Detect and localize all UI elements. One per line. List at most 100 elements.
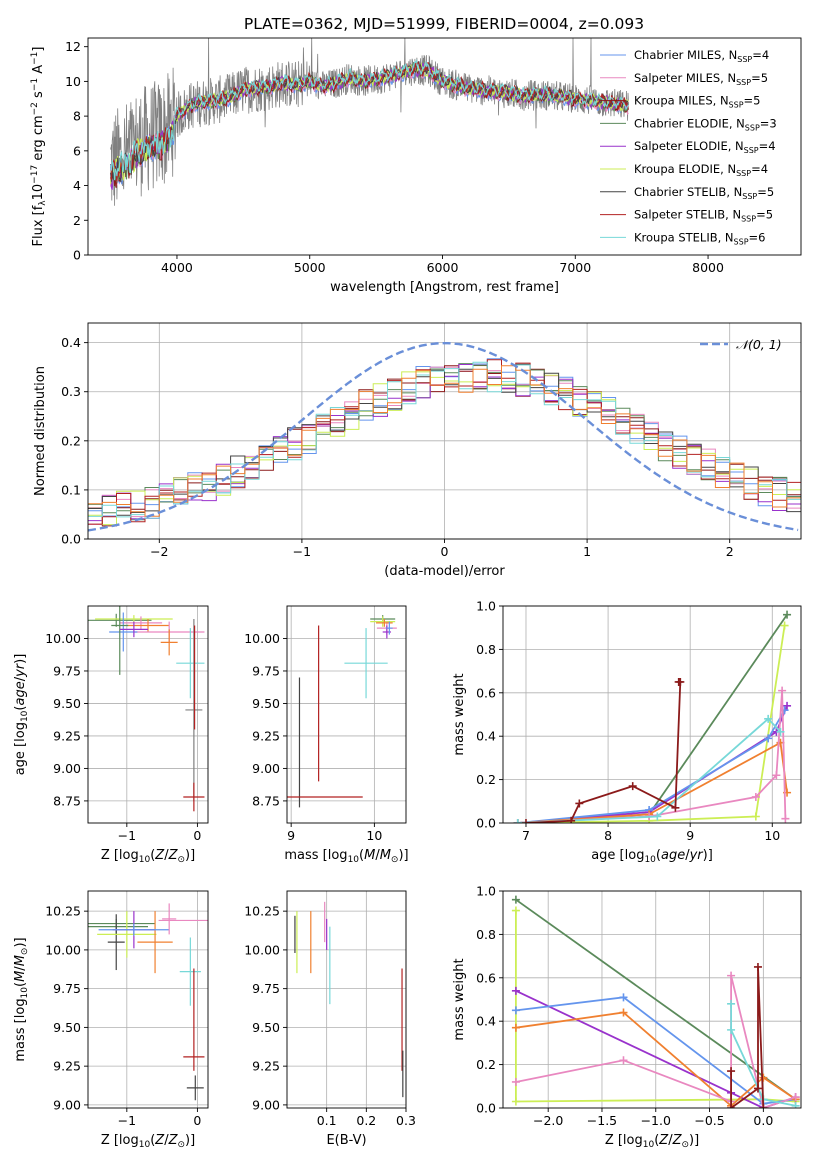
x-tick-label: 0.1 [317,1113,337,1128]
x-tick-label: 10 [764,828,780,843]
plot-mass_vs_Z: −1 0 9.00 9.25 9.50 9.75 10.00 10.25 Z [log10(Z/… [13,890,209,1150]
y-tick-label: 0.8 [476,927,496,942]
data-point [160,629,178,656]
weight-marker [521,819,530,823]
weight-marker [671,803,680,812]
x-axis-label: E(B-V) [326,1133,366,1148]
x-tick-label: 9 [287,828,295,843]
weight-series [521,677,685,823]
axes-frame [502,605,802,824]
x-tick-label: 0 [193,1113,201,1128]
y-tick-label: 9.25 [53,728,81,743]
x-tick-label: −1.0 [641,1113,671,1128]
x-tick-label: 0 [441,544,449,559]
y-tick-label: 2 [73,213,81,228]
x-tick-label: 0.2 [356,1113,376,1128]
plot-weight_vs_age: 7 8 9 10 0.0 0.2 0.4 0.6 0.8 1.0 age [log10(age/yr… [452,599,802,865]
weight-line [517,705,788,823]
x-axis-label: wavelength [Angstrom, rest frame] [330,280,559,295]
legend-label: Kroupa ELODIE, NSSP=4 [634,162,768,178]
x-tick-label: 8 [604,828,612,843]
data-point [126,618,170,632]
y-tick-label: 10.00 [45,631,81,646]
weight-marker [513,819,522,823]
figure-title: PLATE=0362, MJD=51999, FIBERID=0004, z=0… [244,15,644,33]
y-axis-label: Flux [fλ10−17 erg cm−2 s−1 A−1] [30,47,48,247]
plot-area [88,342,801,532]
y-tick-label: 6 [73,143,81,158]
y-tick-label: 9.50 [53,696,81,711]
y-tick-label: 12 [65,39,81,54]
axes-frame [286,890,407,1109]
weight-line [515,898,797,1101]
weight-marker [511,1023,520,1032]
plot-age_vs_mass: 9 10 8.75 9.00 9.25 9.50 9.75 10.00 mass [log10(… [244,605,409,865]
y-tick-label: 10.25 [45,904,81,919]
residual-histogram [88,365,801,517]
x-tick-label: −2 [150,544,168,559]
x-tick-label: 6000 [427,260,459,275]
weight-line [515,910,796,1103]
data-point [88,613,152,627]
y-tick-label: 9.75 [53,663,81,678]
weight-marker [753,1084,762,1093]
model-spectrum-line [110,59,629,181]
data-point [376,618,393,627]
x-axis-label: Z [log10(Z/Z⊙)] [101,1133,195,1150]
y-tick-label: 9.50 [252,696,280,711]
weight-line [517,614,788,823]
y-axis-label: age [log10(age/yr)] [13,654,30,776]
weight-marker [764,734,773,743]
weight-series [513,738,792,823]
plot-area [110,38,629,206]
weight-marker [567,816,576,823]
x-tick-label: 9 [686,828,694,843]
y-tick-label: 10 [65,74,81,89]
data-point [162,903,177,935]
weight-series [513,706,789,823]
x-axis-label: Z [log10(Z/Z⊙)] [605,1133,699,1150]
weight-marker [619,1056,628,1065]
x-tick-label: 0 [193,828,201,843]
weight-line [515,975,796,1108]
weight-marker [674,677,683,686]
x-tick-label: 1 [583,544,591,559]
x-axis-label: age [log10(age/yr)] [591,848,713,865]
y-tick-label: 1.0 [476,599,496,614]
y-tick-label: 0.0 [61,532,81,547]
x-tick-label: 7 [522,828,530,843]
y-tick-label: 0.6 [476,685,496,700]
y-tick-label: 0.0 [476,816,496,831]
data-point [111,606,129,675]
y-tick-label: 9.00 [53,1097,81,1112]
legend-label: Chabrier ELODIE, NSSP=3 [634,116,777,132]
data-point [183,782,205,812]
x-tick-label: −1 [293,544,311,559]
weight-series [513,686,790,823]
residual-histogram [88,359,801,525]
weight-marker [783,610,792,619]
plot-spectrum: 4000 5000 6000 7000 8000 0 2 4 6 8 10 12 wavelength … [30,37,802,295]
y-tick-label: 9.75 [252,663,280,678]
weight-series [727,962,768,1108]
plot-area [294,901,404,1098]
axes-frame [87,890,209,1109]
y-tick-label: 10.00 [244,631,280,646]
axes-frame [502,890,802,1109]
legend-label: Salpeter ELODIE, NSSP=4 [634,139,776,155]
weight-marker [776,727,785,736]
y-tick-label: 0.3 [61,384,81,399]
plot-age_vs_Z: −1 0 8.75 9.00 9.25 9.50 9.75 10.00 Z [log10(Z/Z… [13,605,209,865]
y-tick-label: 8.75 [53,793,81,808]
weight-marker [727,999,736,1008]
weight-marker [727,971,736,980]
weight-marker [511,1006,520,1015]
weight-marker [727,1104,736,1108]
weight-marker [511,1077,520,1086]
weight-marker [759,1073,768,1082]
legend-label: 𝒩(0, 1) [736,337,782,352]
weight-marker [772,771,781,780]
residual-histogram [88,361,801,519]
x-tick-label: −1 [118,1113,136,1128]
plot-area [513,610,792,823]
